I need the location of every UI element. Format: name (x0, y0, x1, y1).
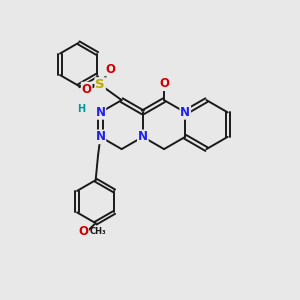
Text: N: N (180, 106, 190, 119)
Text: O: O (159, 77, 169, 90)
Text: S: S (95, 78, 105, 91)
Text: N: N (138, 130, 148, 143)
Text: O: O (78, 225, 88, 238)
Text: O: O (106, 63, 116, 76)
Text: N: N (95, 130, 105, 143)
Text: N: N (95, 106, 105, 119)
Text: O: O (82, 82, 92, 96)
Text: H: H (77, 104, 85, 114)
Text: CH₃: CH₃ (90, 227, 106, 236)
